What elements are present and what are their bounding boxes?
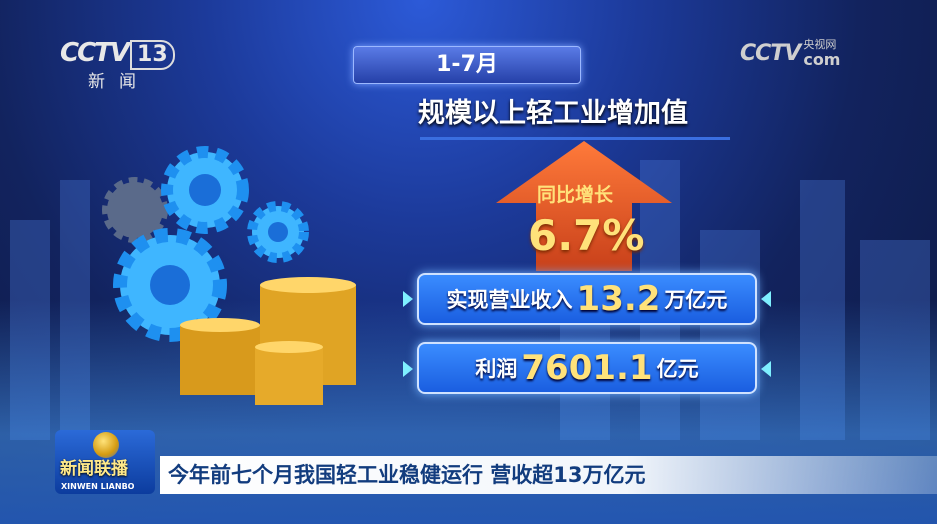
profit-value: 7601.1 [521,348,653,388]
watermark-brand: CCTV [740,40,801,66]
logo-subtitle: 新闻 [88,72,150,92]
watermark-suffix: 央视网 com [803,38,840,69]
pointer-right-icon [761,361,771,377]
revenue-label: 实现营业收入 [446,288,573,312]
pointer-right-icon [761,291,771,307]
gear-icon [161,146,249,234]
logo-brand: CCTV [60,38,130,68]
watermark-cn: 央视网 [803,38,837,51]
cctv-com-watermark: CCTV 央视网 com [740,38,840,69]
profit-box: 利润 7601.1 亿元 [417,342,757,394]
cctv13-logo: CCTV 13 新闻 [60,38,175,92]
growth-arrow-icon [496,141,672,271]
gears-and-coins-illustration [102,146,356,405]
profit-unit: 亿元 [656,357,699,381]
revenue-box: 实现营业收入 13.2 万亿元 [417,273,757,325]
program-name-en: XINWEN LIANBO [61,482,135,491]
gear-icon [102,177,168,243]
logo-channel-number: 13 [130,40,175,70]
graphic-title: 规模以上轻工业增加值 [418,98,688,129]
headline-caption: 今年前七个月我国轻工业稳健运行 营收超13万亿元 [160,456,937,494]
xinwen-lianbo-logo: 新闻联播 XINWEN LIANBO [55,430,155,494]
globe-icon [93,432,119,458]
pointer-left-icon [403,361,413,377]
title-underline [420,137,730,140]
pointer-left-icon [403,291,413,307]
revenue-unit: 万亿元 [664,288,728,312]
growth-label: 同比增长 [537,184,614,206]
growth-value: 6.7% [528,211,645,260]
profit-label: 利润 [475,357,518,381]
revenue-value: 13.2 [576,279,661,319]
gear-icon [247,201,309,263]
program-name-cn: 新闻联播 [60,459,128,479]
gear-icon [113,228,227,342]
period-label: 1-7月 [353,46,581,84]
coin-stack [180,277,356,405]
watermark-com: com [803,50,841,69]
